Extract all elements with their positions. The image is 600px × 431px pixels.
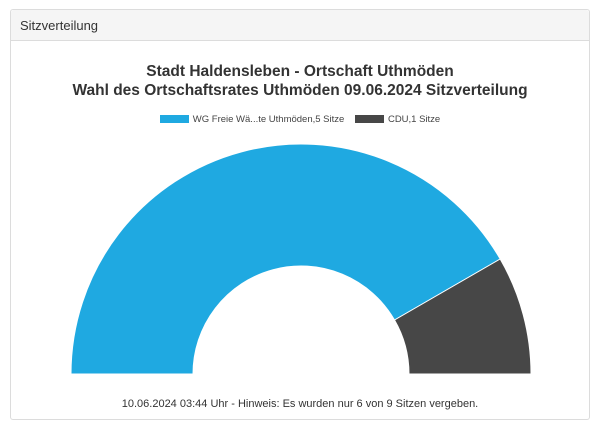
seat-distribution-panel: Sitzverteilung Stadt Haldensleben - Orts… [10, 9, 590, 420]
legend-label-cdu: CDU,1 Sitze [387, 114, 441, 125]
panel-header: Sitzverteilung [11, 10, 589, 41]
chart-title: Stadt Haldensleben - Ortschaft Uthmöden [146, 63, 454, 80]
half-donut-svg [70, 143, 532, 375]
footer-note: 10.06.2024 03:44 Uhr - Hinweis: Es wurde… [121, 398, 479, 410]
chart-subtitle: Wahl des Ortschaftsrates Uthmöden 09.06.… [72, 82, 528, 99]
legend-label-wg: WG Freie Wä...te Uthmöden,5 Sitze [192, 114, 345, 125]
chart-legend: WG Freie Wä...te Uthmöden,5 Sitze CDU,1 … [11, 114, 589, 125]
legend-swatch-wg [159, 115, 189, 124]
legend-swatch-cdu [354, 115, 384, 124]
donut-slice-cdu[interactable] [393, 258, 532, 375]
legend-item-cdu[interactable]: CDU,1 Sitze [354, 114, 441, 125]
donut-slice-wg[interactable] [70, 143, 501, 375]
legend-item-wg[interactable]: WG Freie Wä...te Uthmöden,5 Sitze [159, 114, 345, 125]
seat-chart: Stadt Haldensleben - Ortschaft Uthmöden … [11, 41, 589, 419]
